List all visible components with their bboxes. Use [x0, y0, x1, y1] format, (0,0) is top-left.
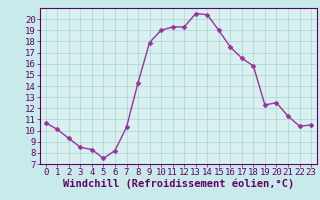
X-axis label: Windchill (Refroidissement éolien,°C): Windchill (Refroidissement éolien,°C)	[63, 179, 294, 189]
